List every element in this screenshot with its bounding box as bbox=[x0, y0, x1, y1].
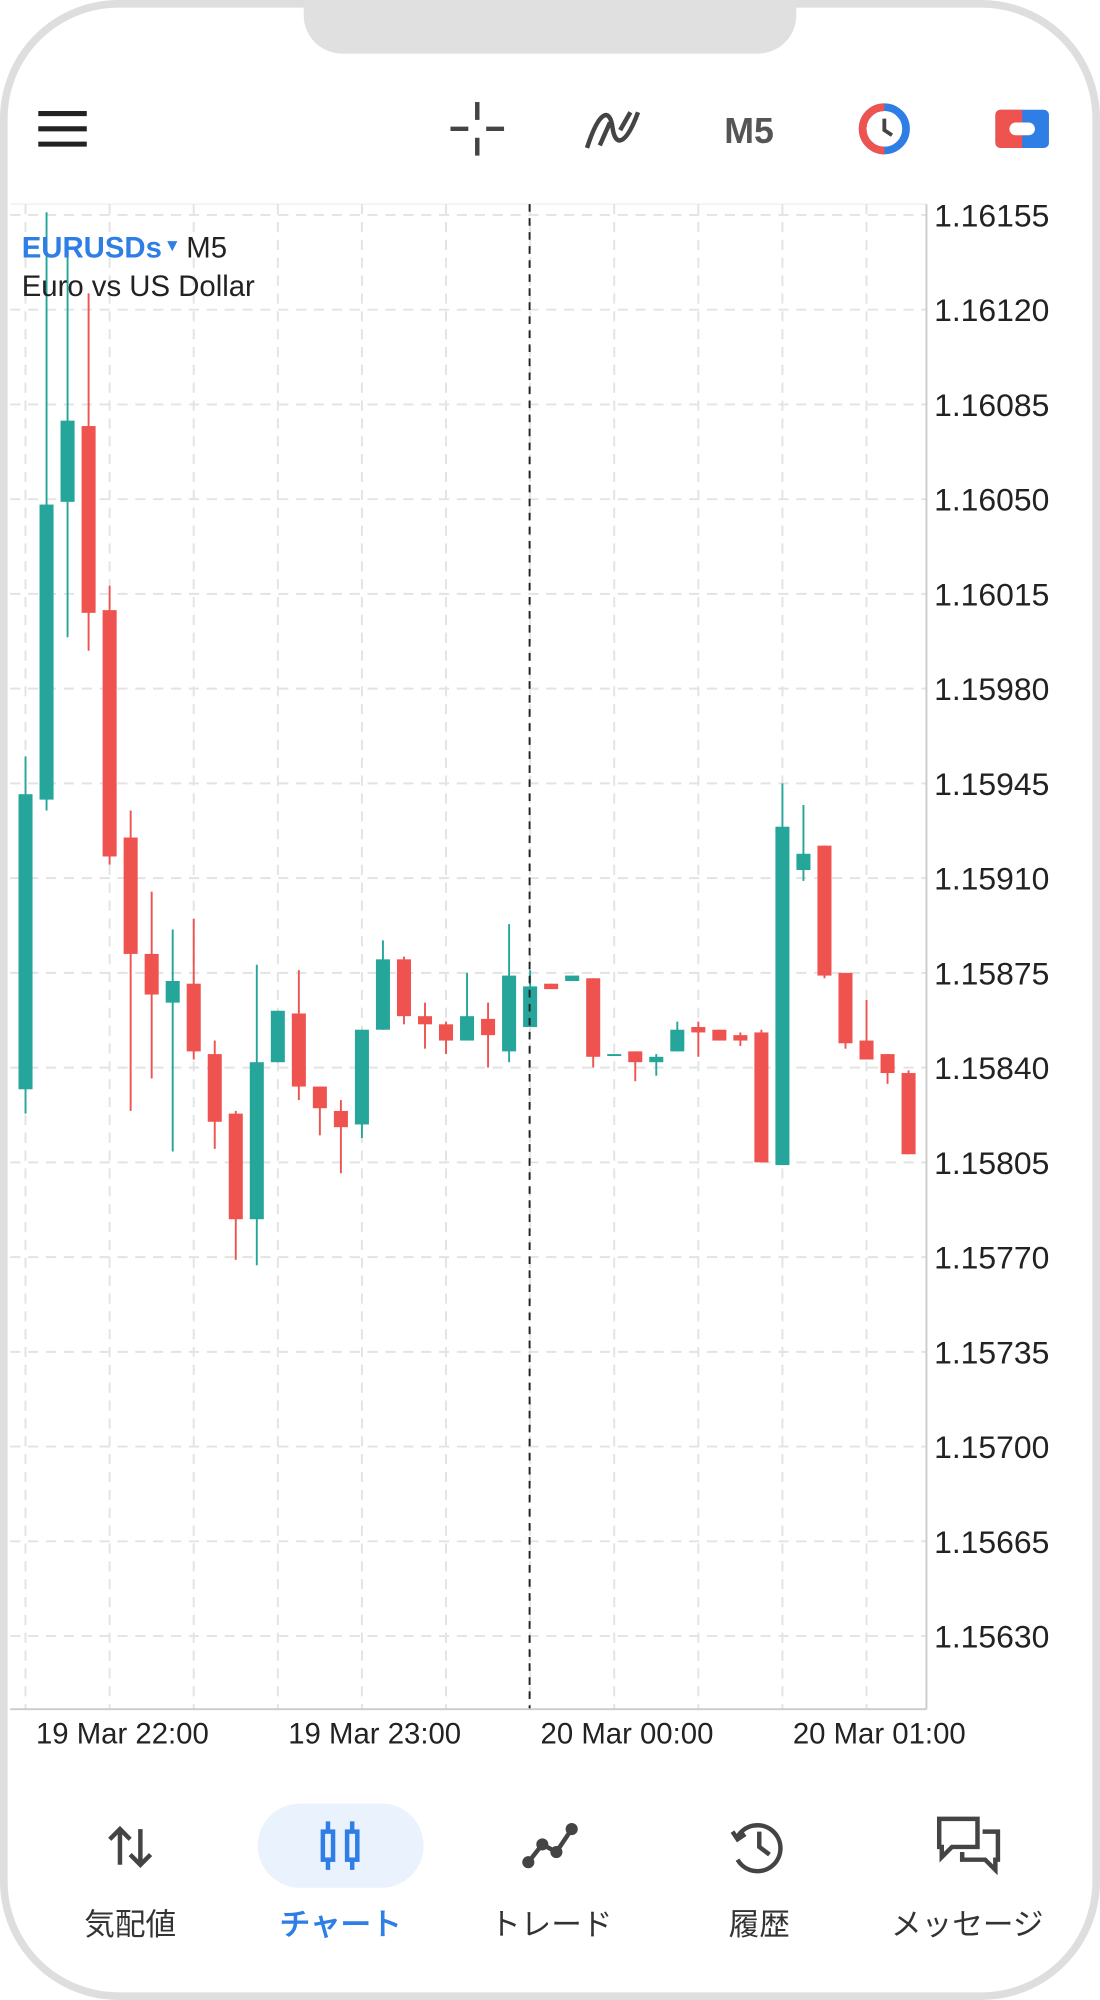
y-tick-label: 1.15770 bbox=[934, 1240, 1049, 1276]
candle-body bbox=[838, 972, 853, 1044]
y-tick-label: 1.15630 bbox=[934, 1619, 1049, 1655]
candle-body bbox=[312, 1086, 327, 1109]
nav-label: 気配値 bbox=[84, 1908, 176, 1942]
timeframe-button[interactable]: M5 bbox=[724, 111, 774, 151]
candle-body bbox=[565, 975, 580, 981]
y-tick-label: 1.15875 bbox=[934, 955, 1049, 991]
candle-body bbox=[102, 610, 117, 857]
candle-body bbox=[712, 1029, 727, 1041]
x-tick-label: 20 Mar 01:00 bbox=[793, 1718, 966, 1751]
menu-button[interactable] bbox=[38, 110, 87, 147]
candle-body bbox=[417, 1016, 433, 1025]
candle-body bbox=[249, 1062, 264, 1220]
nav-label: チャート bbox=[280, 1908, 402, 1942]
candle-body bbox=[291, 1013, 306, 1087]
y-tick-label: 1.15840 bbox=[934, 1050, 1049, 1086]
one-click-button[interactable] bbox=[858, 103, 910, 155]
candle-body bbox=[796, 853, 811, 871]
candle-body bbox=[649, 1056, 664, 1063]
nav-label: トレード bbox=[490, 1908, 612, 1942]
y-tick-label: 1.15735 bbox=[934, 1334, 1049, 1370]
crosshair-button[interactable] bbox=[450, 102, 505, 156]
trade-icon[interactable] bbox=[522, 1823, 578, 1869]
y-tick-label: 1.15665 bbox=[934, 1524, 1049, 1560]
candle-body bbox=[502, 975, 517, 1052]
notch bbox=[303, 0, 797, 54]
y-tick-label: 1.16085 bbox=[934, 387, 1049, 423]
candle-body bbox=[123, 837, 138, 954]
candle-body bbox=[207, 1054, 222, 1122]
symbol[interactable]: EURUSDs bbox=[22, 232, 162, 265]
symbol-description: Euro vs US Dollar bbox=[22, 270, 255, 303]
candle-body bbox=[333, 1110, 348, 1128]
nav-label: 履歴 bbox=[729, 1908, 790, 1942]
bottom-nav bbox=[108, 1816, 1001, 1876]
symbol-dropdown[interactable] bbox=[167, 241, 178, 252]
y-tick-label: 1.16120 bbox=[934, 292, 1049, 328]
candle-body bbox=[775, 826, 790, 1166]
candle-body bbox=[880, 1054, 895, 1074]
candle-body bbox=[354, 1029, 369, 1125]
candle-body bbox=[270, 1010, 285, 1063]
candle-body bbox=[60, 420, 75, 502]
quotes-icon[interactable] bbox=[108, 1825, 153, 1868]
candle-body bbox=[586, 978, 601, 1057]
candle-body bbox=[628, 1051, 643, 1063]
candle-body bbox=[670, 1029, 685, 1052]
nav-label: メッセージ bbox=[891, 1908, 1043, 1942]
trade-button[interactable] bbox=[995, 109, 1049, 148]
x-tick-label: 19 Mar 23:00 bbox=[288, 1718, 461, 1751]
candle-body bbox=[18, 794, 33, 1090]
y-tick-label: 1.16015 bbox=[934, 576, 1049, 612]
candle-body bbox=[460, 1016, 475, 1041]
y-tick-label: 1.15945 bbox=[934, 766, 1049, 802]
y-tick-label: 1.15910 bbox=[934, 861, 1049, 897]
candle-body bbox=[754, 1032, 769, 1163]
candle-body bbox=[144, 953, 159, 995]
x-tick-label: 19 Mar 22:00 bbox=[36, 1718, 209, 1751]
candle-body bbox=[439, 1024, 454, 1041]
y-tick-label: 1.15700 bbox=[934, 1429, 1049, 1465]
y-tick-label: 1.15980 bbox=[934, 671, 1049, 707]
messages-icon[interactable] bbox=[936, 1816, 1001, 1876]
candle-body bbox=[481, 1018, 496, 1036]
y-tick-label: 1.15805 bbox=[934, 1145, 1049, 1181]
y-tick-label: 1.16050 bbox=[934, 482, 1049, 518]
chart-timeframe: M5 bbox=[186, 232, 227, 265]
candle-body bbox=[165, 980, 180, 1003]
candle-body bbox=[859, 1040, 874, 1060]
candle-body bbox=[396, 959, 411, 1017]
candle-body bbox=[228, 1113, 243, 1220]
candle-body bbox=[691, 1027, 706, 1033]
candle-body bbox=[607, 1054, 622, 1056]
active-pill bbox=[257, 1803, 424, 1888]
indicator-button[interactable] bbox=[584, 111, 641, 149]
y-tick-label: 1.16155 bbox=[934, 197, 1049, 233]
candle-body bbox=[186, 983, 201, 1052]
chart-icon[interactable] bbox=[320, 1821, 360, 1870]
plot bbox=[10, 204, 927, 1710]
candle-body bbox=[375, 959, 390, 1030]
candle-body bbox=[901, 1073, 916, 1155]
candle-body bbox=[817, 845, 832, 976]
x-tick-label: 20 Mar 00:00 bbox=[541, 1718, 714, 1751]
history-icon[interactable] bbox=[730, 1823, 783, 1874]
candle-body bbox=[39, 504, 54, 800]
candle-body bbox=[733, 1035, 748, 1041]
candle-body bbox=[544, 983, 559, 990]
candle-body bbox=[81, 426, 96, 613]
